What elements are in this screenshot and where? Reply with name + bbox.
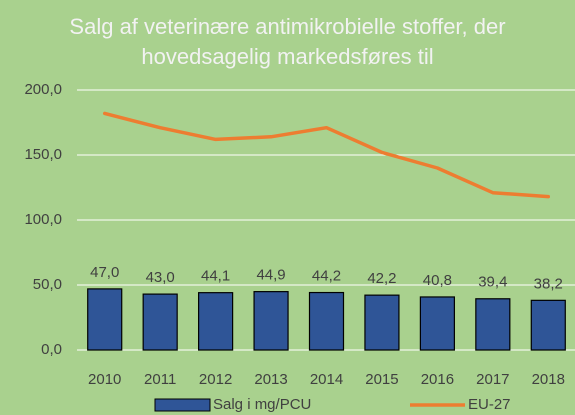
x-tick-label: 2014: [310, 371, 343, 388]
x-tick-label: 2010: [88, 371, 121, 388]
data-label: 43,0: [146, 269, 175, 286]
bar: [530, 299, 566, 351]
data-label: 40,8: [423, 272, 452, 289]
y-tick-label: 200,0: [24, 81, 62, 98]
data-label: 42,2: [367, 270, 396, 287]
bar: [87, 288, 123, 351]
y-tick-label: 50,0: [33, 276, 62, 293]
legend-label: EU-27: [468, 396, 511, 413]
bar: [308, 291, 345, 351]
line: [102, 111, 551, 199]
bar: [142, 293, 178, 351]
data-label: 38,2: [534, 275, 563, 292]
x-tick-label: 2018: [532, 371, 565, 388]
chart-title: Salg af veterinære antimikrobielle stoff…: [69, 14, 506, 69]
y-tick-label: 0,0: [41, 341, 62, 358]
data-label: 47,0: [90, 264, 119, 281]
x-tick-label: 2013: [254, 371, 287, 388]
data-label: 44,2: [312, 268, 341, 285]
bar: [253, 291, 289, 351]
x-tick-label: 2015: [365, 371, 398, 388]
data-label: 44,1: [201, 268, 230, 285]
x-tick-label: 2016: [421, 371, 454, 388]
legend-swatch: [154, 398, 211, 412]
bar: [475, 298, 511, 351]
x-tick-label: 2011: [144, 371, 176, 388]
bar: [364, 294, 400, 351]
x-tick-label: 2012: [199, 371, 232, 388]
data-label: 44,9: [256, 267, 285, 284]
legend-label: Salg i mg/PCU: [213, 396, 311, 413]
y-tick-label: 150,0: [24, 146, 62, 163]
bar: [419, 296, 455, 351]
data-label: 39,4: [478, 274, 507, 291]
y-tick-label: 100,0: [24, 211, 62, 228]
bar: [198, 292, 234, 351]
x-tick-label: 2017: [476, 371, 509, 388]
